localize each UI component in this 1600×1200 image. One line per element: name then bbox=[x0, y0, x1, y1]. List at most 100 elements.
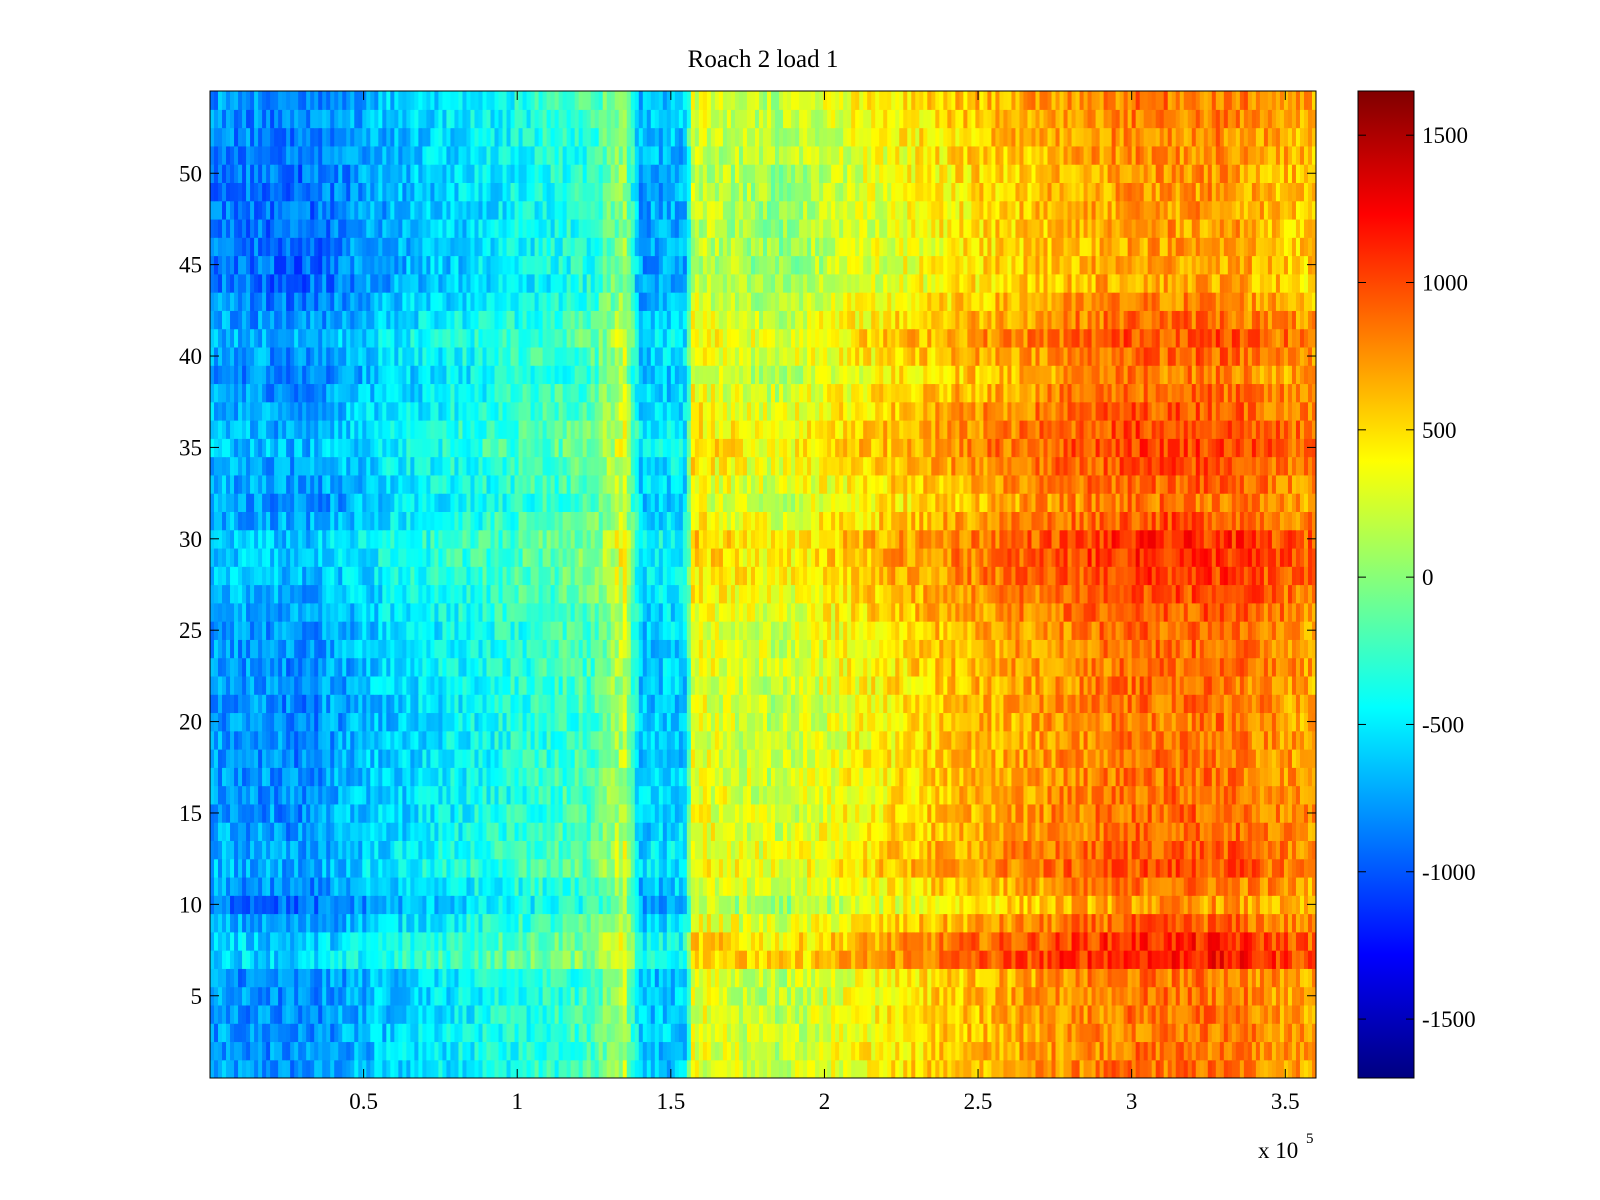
heatmap-cell bbox=[1079, 803, 1085, 823]
heatmap-cell bbox=[214, 822, 219, 841]
heatmap-cell bbox=[474, 803, 480, 823]
heatmap-cell bbox=[650, 968, 656, 988]
heatmap-cell bbox=[294, 803, 299, 823]
heatmap-cell bbox=[963, 858, 968, 878]
heatmap-cell bbox=[959, 1023, 964, 1043]
heatmap-cell bbox=[618, 749, 624, 768]
heatmap-cell bbox=[410, 1004, 415, 1024]
heatmap-cell bbox=[835, 767, 840, 787]
heatmap-cell bbox=[246, 822, 251, 841]
heatmap-cell bbox=[262, 895, 267, 915]
heatmap-cell bbox=[298, 840, 303, 860]
heatmap-cell bbox=[899, 1041, 904, 1061]
heatmap-cell bbox=[746, 986, 752, 1006]
heatmap-cell bbox=[1095, 858, 1101, 878]
heatmap-cell bbox=[1291, 767, 1297, 787]
heatmap-cell bbox=[734, 803, 740, 823]
heatmap-cell bbox=[730, 913, 736, 933]
heatmap-cell bbox=[1063, 803, 1069, 823]
heatmap-cell bbox=[903, 803, 908, 823]
heatmap-cell bbox=[582, 931, 588, 951]
heatmap-cell bbox=[1223, 1004, 1229, 1024]
heatmap-cell bbox=[534, 1023, 540, 1043]
heatmap-cell bbox=[346, 895, 351, 915]
heatmap-cell bbox=[1015, 1059, 1021, 1078]
heatmap-cell bbox=[1183, 1041, 1189, 1061]
heatmap-cell bbox=[1115, 767, 1121, 787]
heatmap-cell bbox=[1131, 1004, 1137, 1024]
heatmap-cell bbox=[678, 767, 684, 787]
heatmap-cell bbox=[266, 986, 271, 1006]
heatmap-cell bbox=[578, 876, 584, 896]
heatmap-cell bbox=[1031, 950, 1037, 969]
heatmap-cell bbox=[771, 822, 776, 841]
heatmap-cell bbox=[722, 895, 728, 915]
heatmap-cell bbox=[438, 876, 444, 896]
heatmap-cell bbox=[630, 749, 636, 768]
heatmap-cell bbox=[1055, 840, 1061, 860]
heatmap-cell bbox=[422, 767, 427, 787]
heatmap-cell bbox=[402, 767, 407, 787]
heatmap-cell bbox=[1039, 1041, 1045, 1061]
heatmap-cell bbox=[1003, 785, 1009, 805]
heatmap-cell bbox=[1103, 803, 1109, 823]
heatmap-cell bbox=[546, 1059, 552, 1078]
heatmap-cell bbox=[550, 913, 556, 933]
heatmap-cell bbox=[959, 803, 964, 823]
heatmap-cell bbox=[210, 1041, 215, 1061]
heatmap-cell bbox=[1119, 876, 1125, 896]
heatmap-cell bbox=[222, 1023, 227, 1043]
heatmap-cell bbox=[746, 931, 752, 951]
heatmap-cell bbox=[1075, 785, 1081, 805]
heatmap-cell bbox=[594, 1004, 600, 1024]
heatmap-cell bbox=[578, 1023, 584, 1043]
heatmap-cell bbox=[1259, 803, 1265, 823]
heatmap-cell bbox=[915, 767, 920, 787]
heatmap-cell bbox=[1183, 968, 1189, 988]
heatmap-cell bbox=[1003, 803, 1009, 823]
heatmap-cell bbox=[1215, 986, 1221, 1006]
heatmap-cell bbox=[510, 1059, 516, 1078]
heatmap-cell bbox=[606, 876, 612, 896]
heatmap-cell bbox=[210, 767, 215, 787]
heatmap-cell bbox=[803, 1004, 808, 1024]
heatmap-cell bbox=[1307, 1041, 1313, 1061]
heatmap-cell bbox=[670, 767, 676, 787]
heatmap-cell bbox=[686, 858, 692, 878]
heatmap-cell bbox=[458, 1023, 464, 1043]
heatmap-cell bbox=[843, 749, 848, 768]
heatmap-cell bbox=[951, 767, 956, 787]
heatmap-cell bbox=[1167, 803, 1173, 823]
heatmap-cell bbox=[1199, 913, 1205, 933]
heatmap-cell bbox=[1203, 968, 1209, 988]
heatmap-cell bbox=[927, 931, 932, 951]
heatmap-cell bbox=[883, 986, 888, 1006]
heatmap-cell bbox=[1055, 785, 1061, 805]
heatmap-cell bbox=[831, 1004, 836, 1024]
heatmap-cell bbox=[927, 1041, 932, 1061]
heatmap-cell bbox=[1215, 822, 1221, 841]
heatmap-cell bbox=[546, 749, 552, 768]
heatmap-cell bbox=[702, 986, 708, 1006]
heatmap-cell bbox=[742, 986, 748, 1006]
heatmap-cell bbox=[831, 858, 836, 878]
heatmap-cell bbox=[831, 968, 836, 988]
heatmap-cell bbox=[1267, 895, 1273, 915]
heatmap-cell bbox=[1231, 749, 1237, 768]
heatmap-cell bbox=[1271, 822, 1277, 841]
heatmap-cell bbox=[234, 803, 239, 823]
heatmap-cell bbox=[438, 1004, 444, 1024]
heatmap-cell bbox=[278, 986, 283, 1006]
heatmap-cell bbox=[1087, 840, 1093, 860]
heatmap-cell bbox=[530, 767, 536, 787]
heatmap-cell bbox=[438, 1041, 444, 1061]
heatmap-cell bbox=[967, 1041, 972, 1061]
heatmap-cell bbox=[530, 1041, 536, 1061]
heatmap-cell bbox=[923, 895, 928, 915]
heatmap-cell bbox=[278, 840, 283, 860]
heatmap-cell bbox=[530, 931, 536, 951]
heatmap-cell bbox=[763, 749, 768, 768]
heatmap-cell bbox=[1015, 1041, 1021, 1061]
heatmap-cell bbox=[586, 840, 592, 860]
heatmap-cell bbox=[847, 1023, 852, 1043]
